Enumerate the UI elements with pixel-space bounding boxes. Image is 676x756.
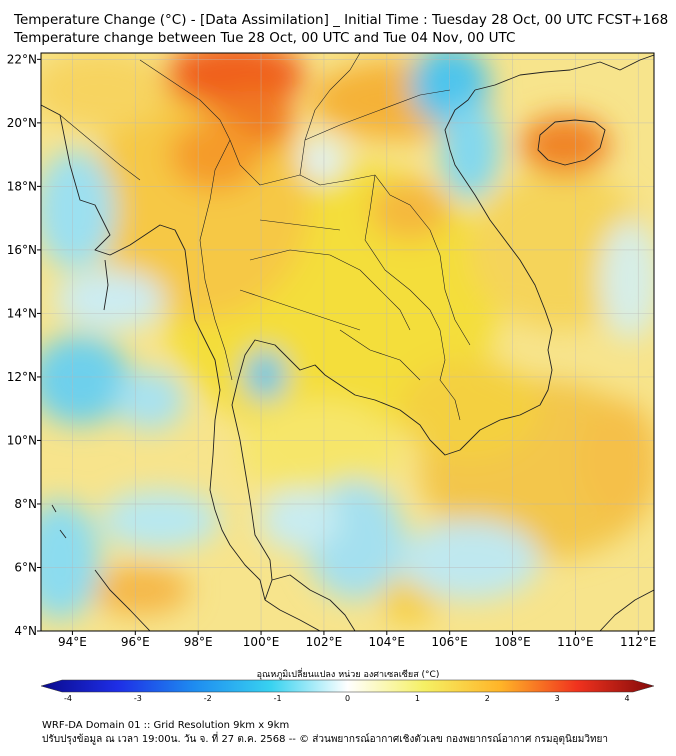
lon-tick-label: 110°E	[557, 635, 594, 649]
map-title-line1: Temperature Change (°C) - [Data Assimila…	[14, 12, 669, 28]
colorbar-tick-label: -2	[204, 694, 212, 703]
lat-tick-label: 8°N	[14, 497, 37, 511]
footer-credit: ปรับปรุงข้อมูล ณ เวลา 19:00น. วัน จ. ที่…	[42, 734, 609, 745]
temperature-field	[41, 53, 654, 631]
lon-tick-label: 112°E	[620, 635, 657, 649]
colorbar-tick-label: 2	[485, 694, 490, 703]
colorbar-title: อุณหภูมิเปลี่ยนแปลง หน่วย องศาเซลเซียส (…	[257, 667, 440, 680]
lat-tick-label: 10°N	[7, 433, 37, 447]
lon-tick-label: 106°E	[431, 635, 468, 649]
coastlines-and-borders	[41, 53, 654, 631]
lon-tick-label: 104°E	[369, 635, 406, 649]
colorbar-ticks: -4 -3 -2 -1 0 1 2 3 4	[64, 694, 630, 703]
colorbar-tick-label: 3	[555, 694, 560, 703]
lat-tick-label: 16°N	[7, 243, 37, 257]
lat-tick-label: 4°N	[14, 624, 37, 638]
lat-tick-label: 18°N	[7, 179, 37, 193]
lon-tick-label: 100°E	[243, 635, 280, 649]
lon-tick-label: 98°E	[184, 635, 213, 649]
colorbar-tick-label: 0	[345, 694, 350, 703]
colorbar-tick-label: -3	[134, 694, 142, 703]
graticule	[41, 53, 654, 631]
colorbar-tick-label: 1	[415, 694, 420, 703]
lat-tick-label: 22°N	[7, 52, 37, 66]
latitude-labels: 22°N 20°N 18°N 16°N 14°N 12°N 10°N 8°N 6°N 4°N	[7, 52, 41, 638]
lat-tick-label: 12°N	[7, 370, 37, 384]
lon-tick-label: 102°E	[306, 635, 343, 649]
lon-tick-label: 96°E	[121, 635, 150, 649]
lat-tick-label: 6°N	[14, 560, 37, 574]
map-title-line2: Temperature change between Tue 28 Oct, 0…	[14, 30, 516, 46]
lat-tick-label: 14°N	[7, 306, 37, 320]
lon-tick-label: 94°E	[58, 635, 87, 649]
map-frame	[40, 52, 655, 632]
colorbar-tick-label: -4	[64, 694, 72, 703]
colorbar-tick-label: -1	[274, 694, 282, 703]
lat-tick-label: 20°N	[7, 116, 37, 130]
colorbar	[40, 679, 655, 693]
lon-tick-label: 108°E	[494, 635, 531, 649]
colorbar-tick-label: 4	[624, 694, 629, 703]
footer-model-info: WRF-DA Domain 01 :: Grid Resolution 9km …	[42, 720, 290, 731]
longitude-labels: 94°E 96°E 98°E 100°E 102°E 104°E 106°E 108°E 110…	[58, 631, 657, 649]
